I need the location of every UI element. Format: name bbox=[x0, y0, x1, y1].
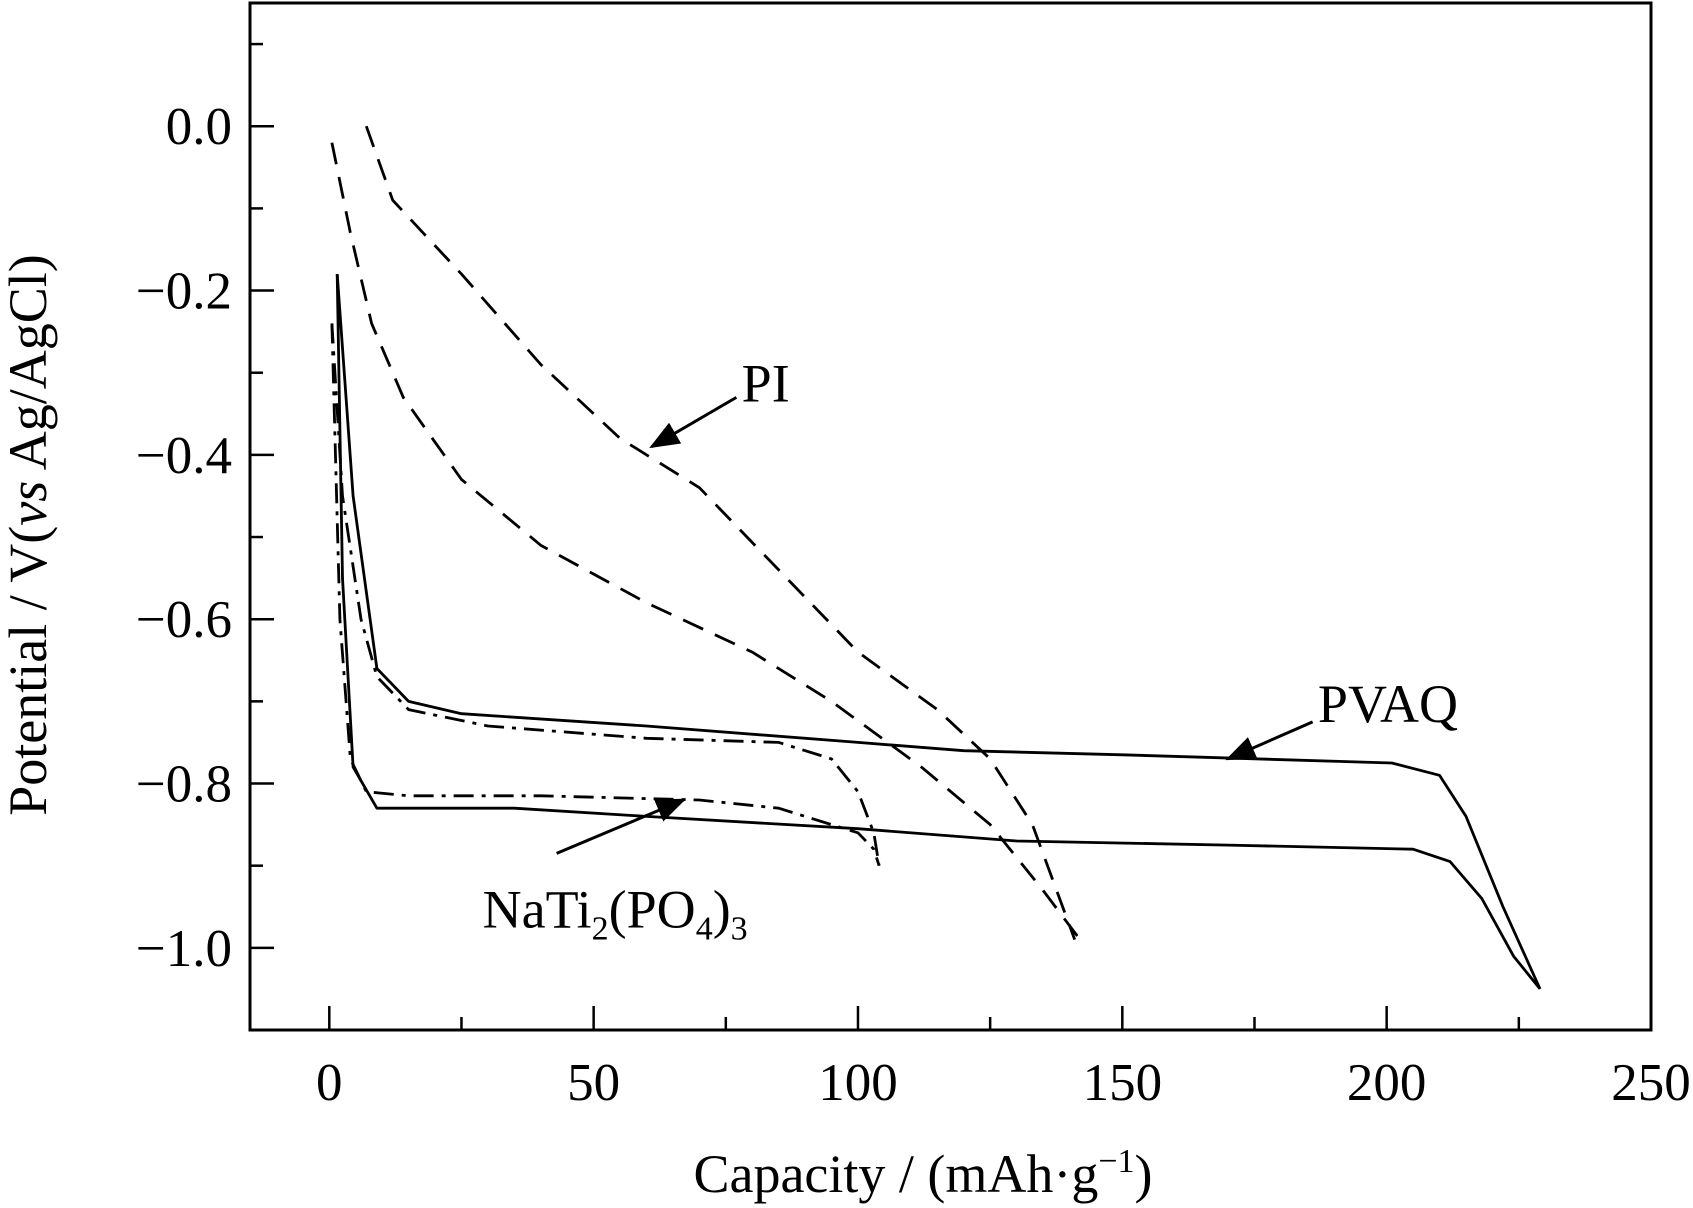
series-pi-line-2 bbox=[330, 142, 1082, 941]
y-axis-title: Potential / V(vs Ag/AgCl) bbox=[0, 254, 58, 816]
y-tick-label: −0.6 bbox=[136, 591, 232, 649]
annotation-arrow-pi bbox=[649, 396, 738, 449]
plot-frame bbox=[248, 1, 1653, 1032]
x-tick-label: 250 bbox=[1611, 1054, 1691, 1112]
annotation-label-nati2-po4-3: NaTi2(PO4)3 bbox=[483, 879, 748, 947]
annotation-arrow-nati2-po4-3 bbox=[556, 798, 687, 855]
series-nati2-po4-3-line-1 bbox=[330, 323, 881, 866]
x-tick-label: 0 bbox=[316, 1054, 343, 1112]
x-tick-label: 100 bbox=[818, 1054, 898, 1112]
y-tick-label: −0.8 bbox=[136, 756, 232, 814]
x-tick-label: 50 bbox=[567, 1054, 620, 1112]
y-tick-label: 0.0 bbox=[166, 98, 232, 156]
series-pvaq-line-1 bbox=[335, 273, 1542, 990]
annotation-label-pvaq: PVAQ bbox=[1318, 674, 1458, 734]
series-pi-line-1 bbox=[364, 125, 1077, 941]
annotation-layer: PI PVAQ NaTi2(PO4)3 bbox=[483, 353, 1458, 947]
y-tick-label: −1.0 bbox=[136, 920, 232, 978]
plot-area bbox=[248, 1, 1653, 1032]
ticks-layer: 0 50 100 150 200 250 0.0 −0.2 −0.4 −0.6 −0.8 −1.0 bbox=[136, 42, 1691, 1112]
y-tick-label: −0.4 bbox=[136, 427, 232, 485]
x-axis-title: Capacity / (mAh·g−1) bbox=[693, 1143, 1152, 1204]
x-tick-label: 150 bbox=[1083, 1054, 1163, 1112]
x-tick-label: 200 bbox=[1347, 1054, 1427, 1112]
annotation-arrow-pvaq bbox=[1225, 720, 1314, 761]
series-nati2-po4-3-line-2 bbox=[330, 323, 881, 867]
annotation-label-pi: PI bbox=[742, 353, 790, 413]
series-layer bbox=[330, 125, 1542, 990]
y-tick-label: −0.2 bbox=[136, 263, 232, 321]
